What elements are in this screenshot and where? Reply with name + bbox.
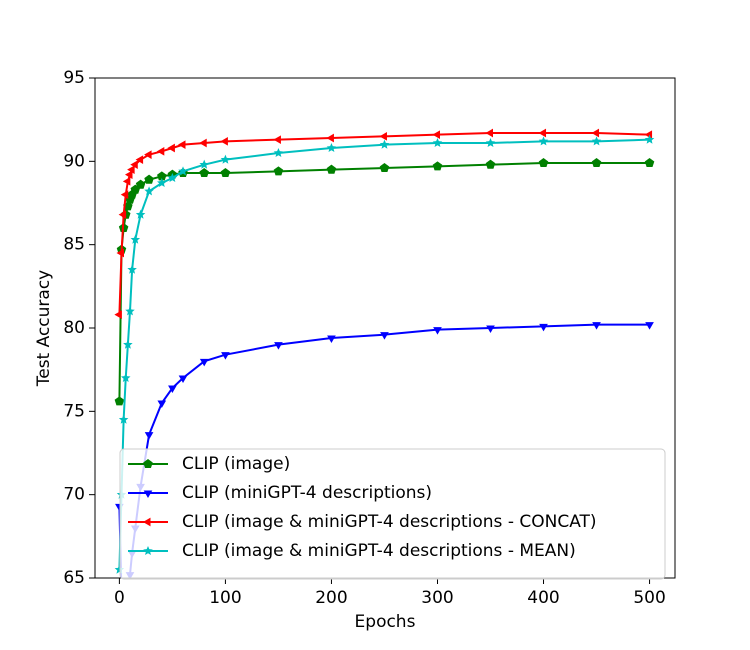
x-tick-label: 200 bbox=[315, 588, 347, 608]
data-marker bbox=[125, 306, 135, 316]
x-tick-label: 100 bbox=[209, 588, 241, 608]
data-marker bbox=[273, 148, 284, 158]
data-marker bbox=[114, 396, 125, 406]
data-marker bbox=[432, 130, 440, 139]
y-tick-label: 80 bbox=[63, 318, 85, 338]
data-marker bbox=[432, 138, 443, 148]
data-marker bbox=[326, 164, 337, 174]
data-marker bbox=[327, 335, 336, 343]
data-marker bbox=[124, 170, 133, 179]
legend-marker bbox=[143, 459, 153, 469]
data-marker bbox=[273, 166, 284, 176]
data-marker bbox=[135, 179, 146, 189]
data-marker bbox=[326, 133, 334, 143]
data-marker bbox=[538, 128, 547, 138]
data-marker bbox=[157, 171, 167, 181]
y-tick-label: 95 bbox=[63, 68, 85, 88]
data-marker bbox=[144, 174, 154, 184]
data-marker bbox=[485, 138, 496, 148]
data-marker bbox=[199, 358, 209, 367]
data-marker bbox=[592, 322, 601, 330]
data-marker bbox=[120, 190, 129, 199]
data-marker bbox=[130, 160, 138, 169]
data-marker bbox=[591, 136, 602, 146]
data-marker bbox=[538, 158, 549, 168]
data-marker bbox=[114, 310, 122, 319]
data-marker bbox=[379, 163, 390, 173]
data-marker bbox=[486, 325, 495, 333]
data-marker bbox=[116, 248, 125, 258]
y-tick-label: 75 bbox=[63, 401, 85, 421]
data-marker bbox=[178, 166, 188, 176]
y-tick-label: 90 bbox=[63, 151, 85, 171]
data-marker bbox=[168, 385, 177, 393]
data-marker bbox=[273, 135, 281, 144]
data-marker bbox=[220, 168, 231, 178]
data-marker bbox=[118, 210, 127, 219]
data-marker bbox=[127, 165, 135, 174]
legend-marker bbox=[143, 517, 151, 527]
data-marker bbox=[178, 140, 186, 149]
data-marker bbox=[644, 134, 655, 144]
data-marker bbox=[645, 322, 654, 330]
data-marker bbox=[199, 138, 207, 148]
data-marker bbox=[130, 234, 141, 244]
plot-area bbox=[114, 128, 655, 578]
data-marker bbox=[135, 155, 144, 164]
data-marker bbox=[144, 432, 154, 440]
y-tick-label: 65 bbox=[63, 568, 85, 588]
data-marker bbox=[485, 128, 493, 138]
data-marker bbox=[157, 178, 167, 188]
data-marker bbox=[379, 132, 387, 141]
data-marker bbox=[485, 159, 496, 169]
legend-marker bbox=[143, 546, 153, 556]
x-axis-label: Epochs bbox=[355, 612, 416, 632]
data-marker bbox=[433, 327, 442, 335]
x-tick-label: 400 bbox=[527, 588, 559, 608]
data-marker bbox=[432, 161, 443, 171]
legend-label: CLIP (image & miniGPT-4 descriptions - M… bbox=[182, 541, 576, 561]
legend-frame bbox=[119, 448, 666, 580]
data-marker bbox=[135, 209, 146, 219]
data-marker bbox=[178, 375, 188, 383]
data-marker bbox=[123, 339, 133, 349]
data-marker bbox=[591, 128, 600, 138]
y-tick-label: 70 bbox=[63, 485, 85, 505]
data-marker bbox=[221, 352, 230, 360]
data-marker bbox=[380, 332, 389, 340]
data-marker bbox=[644, 158, 655, 168]
data-marker bbox=[118, 414, 129, 424]
data-marker bbox=[122, 177, 131, 186]
data-marker bbox=[156, 147, 165, 156]
data-marker bbox=[199, 168, 209, 178]
data-marker bbox=[379, 139, 390, 149]
data-marker bbox=[539, 323, 548, 332]
data-marker bbox=[199, 159, 209, 169]
legend-label: CLIP (miniGPT-4 descriptions) bbox=[182, 483, 432, 503]
x-tick-label: 0 bbox=[114, 588, 125, 608]
data-marker bbox=[167, 173, 178, 183]
data-marker bbox=[220, 154, 231, 164]
data-marker bbox=[144, 186, 154, 196]
data-marker bbox=[144, 150, 152, 159]
data-marker bbox=[120, 373, 131, 383]
data-marker bbox=[591, 158, 602, 168]
legend-label: CLIP (image & miniGPT-4 descriptions - C… bbox=[182, 512, 597, 532]
data-marker bbox=[127, 264, 137, 274]
legend-marker bbox=[143, 490, 153, 498]
x-tick-label: 500 bbox=[633, 588, 665, 608]
y-axis-label: Test Accuracy bbox=[34, 270, 54, 388]
data-marker bbox=[157, 400, 167, 408]
data-marker bbox=[274, 342, 283, 350]
data-marker bbox=[167, 143, 175, 153]
data-marker bbox=[538, 136, 549, 146]
x-tick-label: 300 bbox=[421, 588, 453, 608]
legend-label: CLIP (image) bbox=[182, 454, 290, 474]
data-marker bbox=[220, 137, 228, 146]
y-tick-label: 85 bbox=[63, 235, 85, 255]
data-marker bbox=[326, 143, 337, 153]
